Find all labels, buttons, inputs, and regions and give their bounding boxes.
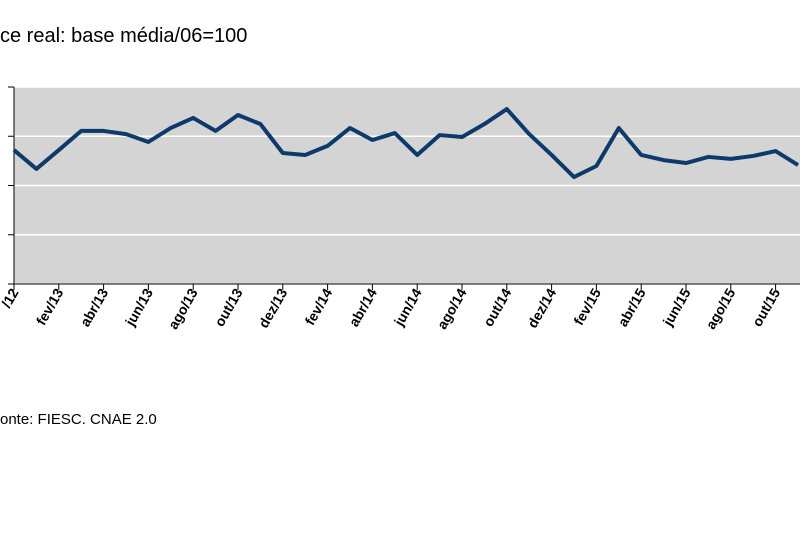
source-note: onte: FIESC. CNAE 2.0 — [0, 411, 157, 428]
chart-title: ce real: base média/06=100 — [0, 25, 247, 47]
x-tick-label: fev/15 — [570, 285, 604, 328]
x-tick-label: fev/13 — [33, 285, 67, 328]
x-tick-label: abr/13 — [77, 285, 112, 329]
x-tick-label: ago/13 — [165, 285, 201, 332]
x-tick-label: ago/15 — [702, 285, 738, 332]
x-tick-label: fev/14 — [301, 285, 335, 328]
x-tick-label: dez/14 — [524, 285, 559, 330]
x-tick-label: jun/14 — [390, 285, 425, 329]
x-tick-label: out/13 — [211, 285, 246, 329]
x-tick-label: out/15 — [749, 285, 784, 329]
x-tick-label: jun/13 — [121, 285, 156, 329]
x-tick-label: /12 — [0, 285, 22, 310]
x-tick-label: dez/13 — [255, 285, 290, 330]
x-tick-label: out/14 — [480, 285, 515, 329]
x-tick-label: ago/14 — [434, 285, 470, 332]
x-tick-label: abr/15 — [614, 285, 649, 329]
x-tick-label: jun/15 — [659, 285, 694, 329]
x-tick-label: abr/14 — [346, 285, 381, 329]
data-line — [12, 107, 800, 180]
